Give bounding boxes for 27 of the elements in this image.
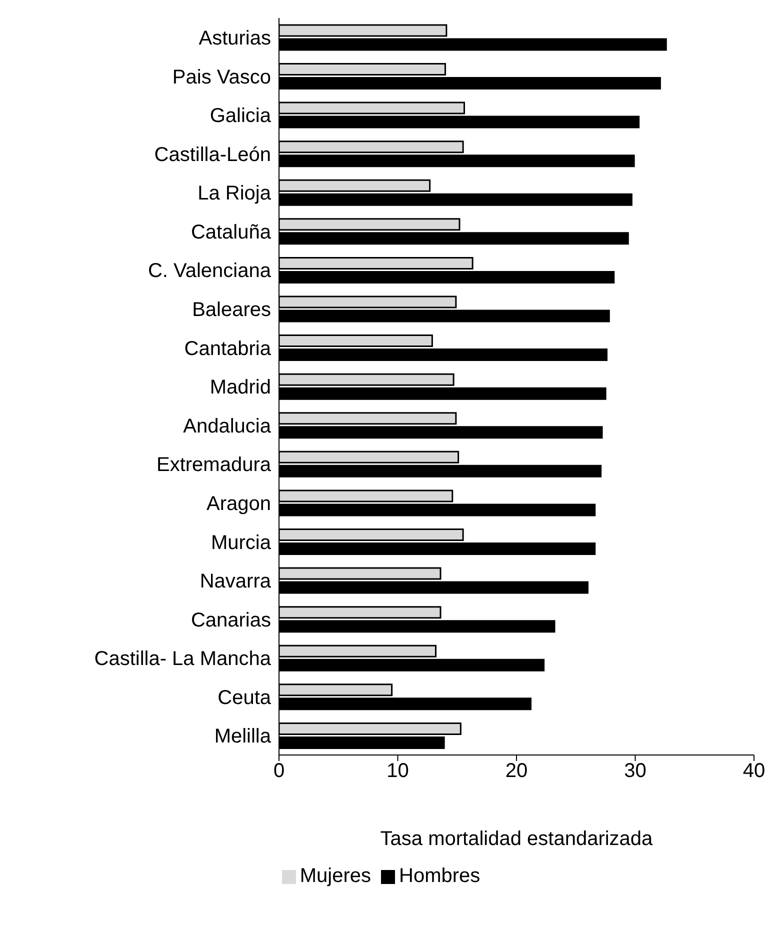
y-tick-label: Castilla- La Mancha [94,648,272,670]
y-tick-label: Murcia [210,532,272,554]
y-tick-label: Canarias [190,609,271,632]
x-tick-label: 20 [505,760,528,782]
y-tick-label: Madrid [210,376,271,399]
x-tick-label: 40 [742,760,766,782]
y-tick-label: Melilla [214,726,272,748]
legend-label: Hombres [399,865,480,887]
x-axis-title: Tasa mortalidad estandarizada [380,828,654,850]
y-tick-label: Asturias [198,27,271,50]
y-tick-label: La Rioja [198,182,272,205]
y-tick-label: Aragon [206,492,271,515]
y-tick-label: Ceuta [218,686,272,709]
x-tick-label: 30 [624,760,646,782]
y-tick-label: Cataluña [190,221,272,244]
y-tick-label: Castilla-León [154,144,271,166]
y-tick-label: Andalucia [183,415,272,438]
x-tick-label: 0 [273,760,285,782]
y-tick-label: C. Valenciana [148,260,272,282]
y-tick-label: Pais Vasco [172,66,271,88]
y-tick-label: Baleares [192,299,271,322]
y-tick-label: Extremadura [156,454,272,476]
y-tick-label: Galicia [210,105,272,128]
y-tick-label: Cantabria [184,338,272,360]
y-tick-label: Navarra [200,570,272,593]
legend-label: Mujeres [300,865,371,887]
x-tick-label: 10 [386,760,409,782]
